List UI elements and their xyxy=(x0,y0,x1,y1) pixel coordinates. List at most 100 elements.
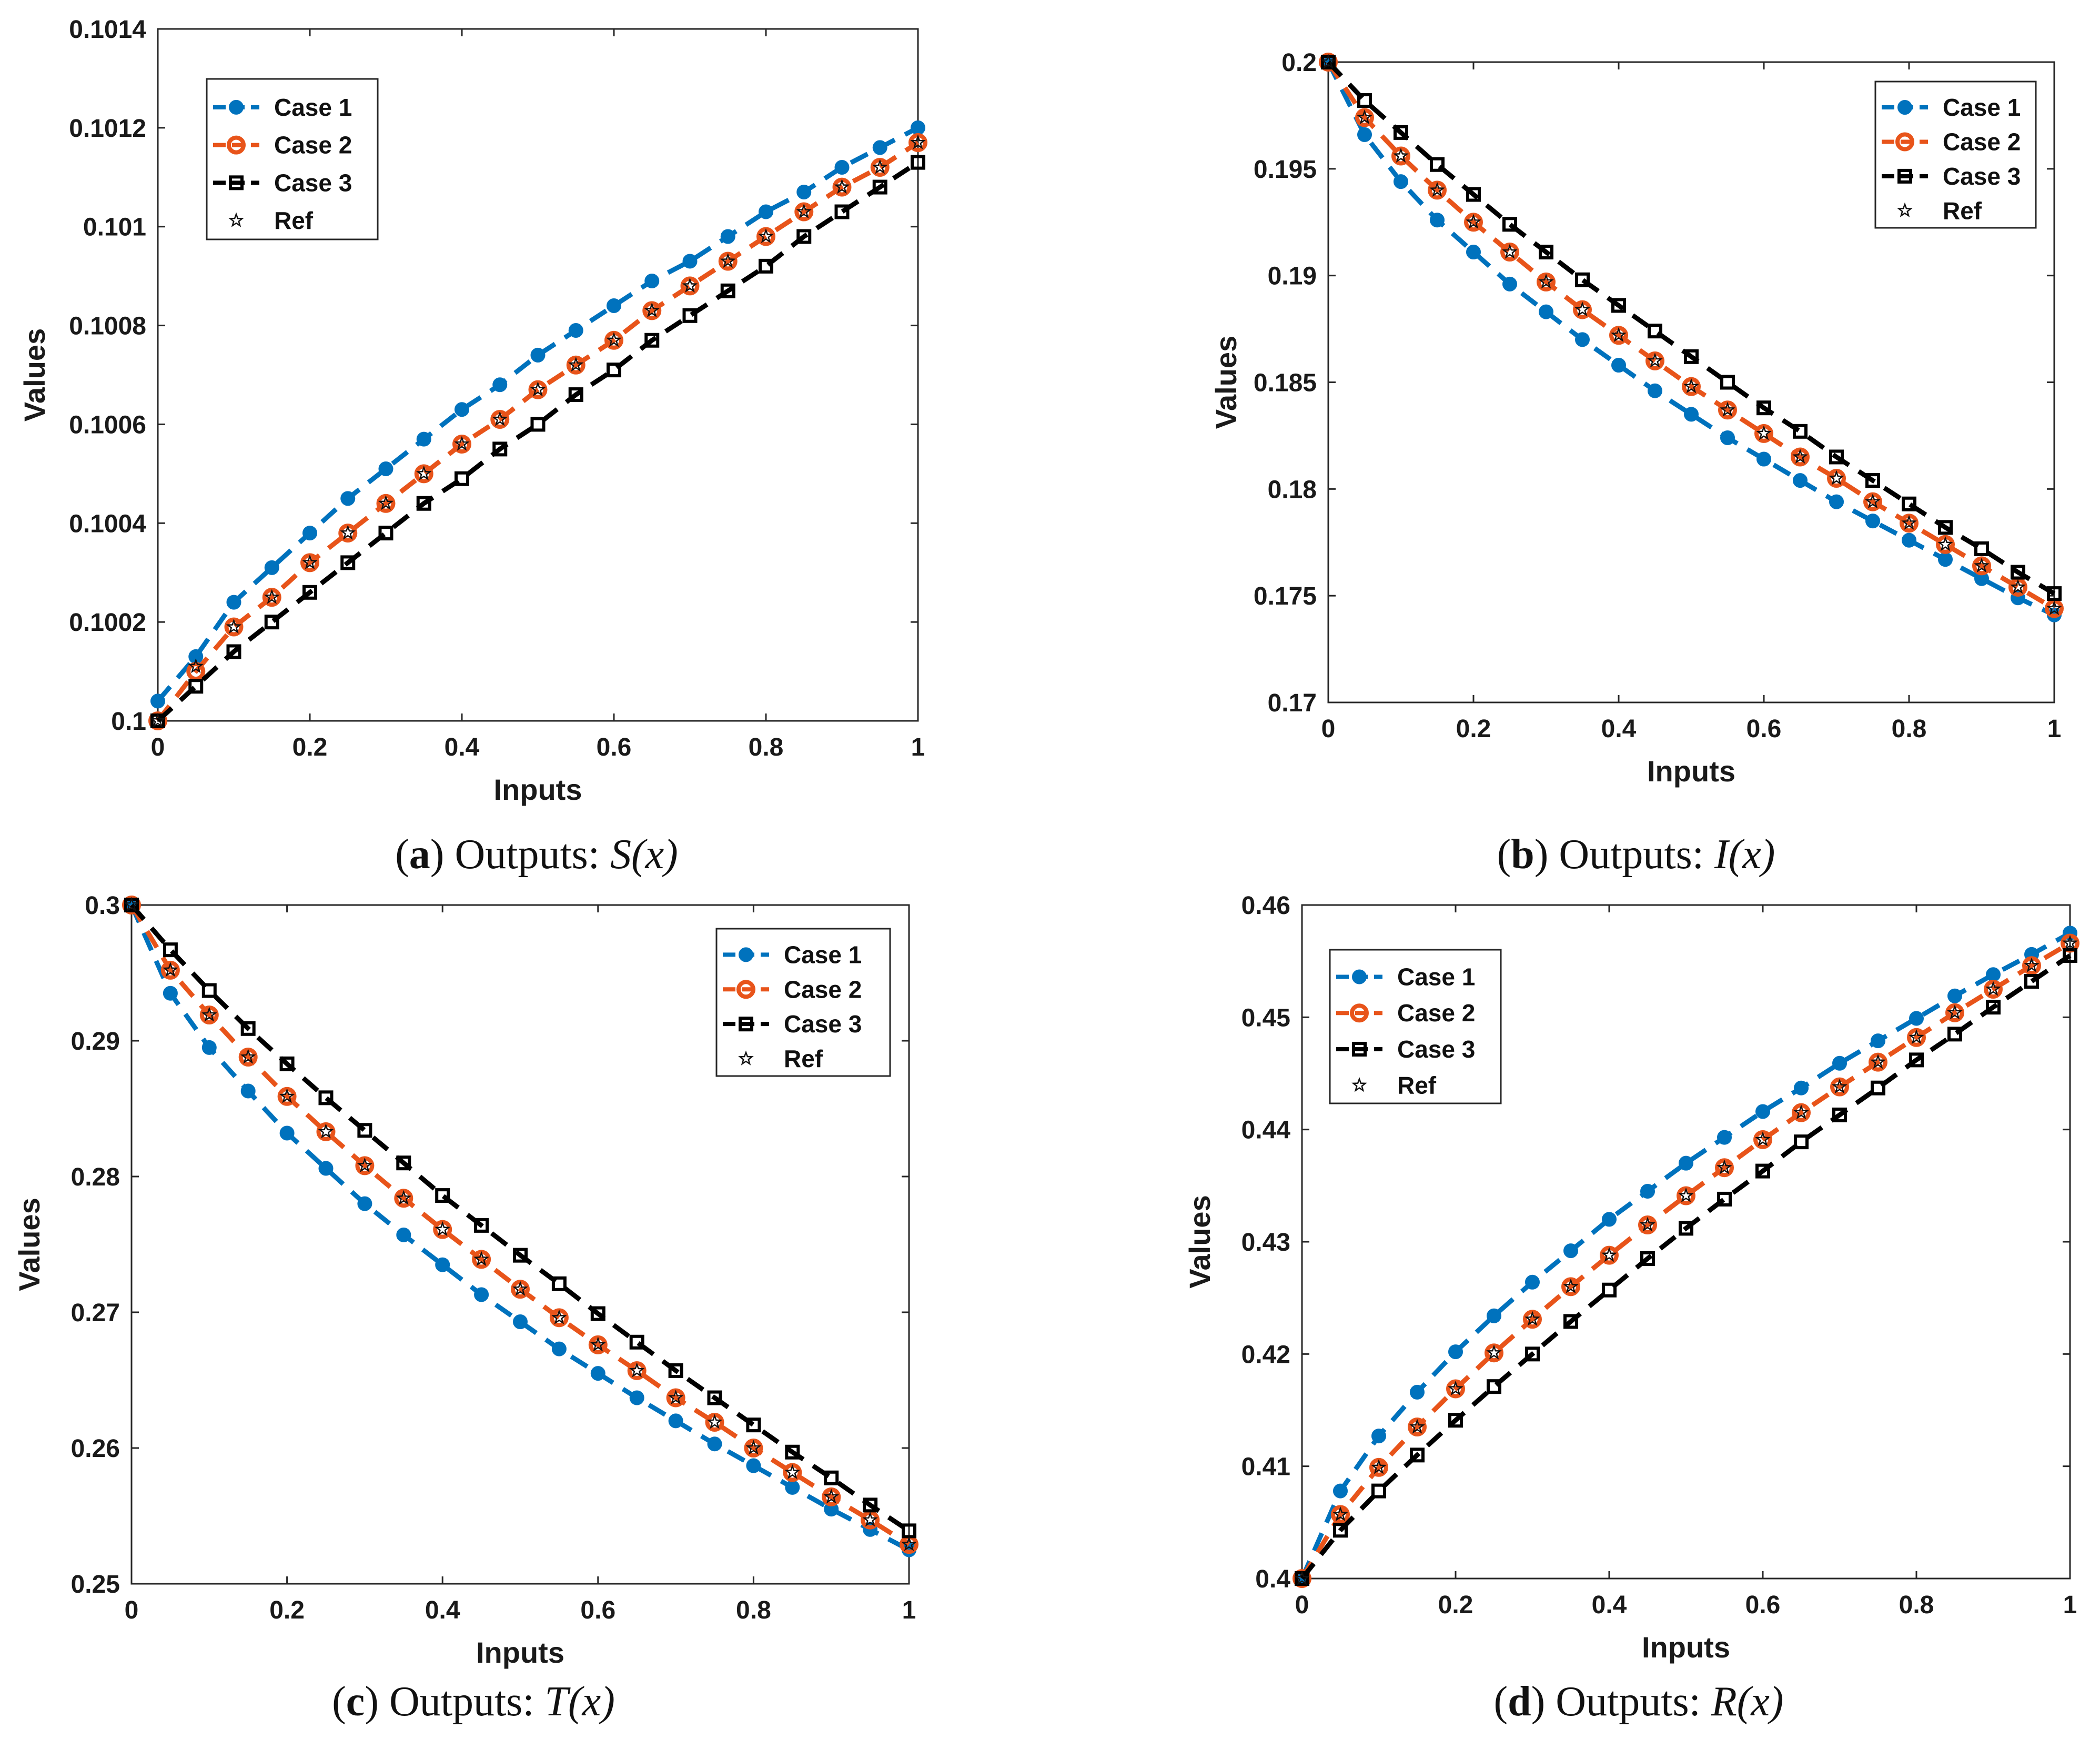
legend-entry-case-3: Case 3 xyxy=(213,169,352,196)
series-case-3-line xyxy=(1326,60,2056,596)
y-axis-label: Values xyxy=(18,328,51,421)
x-tick-label: 1 xyxy=(2047,715,2062,743)
series-ref-marker xyxy=(834,178,850,194)
legend-legend-entry-case-1-marker xyxy=(1352,969,1367,984)
series-case-1-marker xyxy=(668,1413,683,1429)
caption-text: ) Outputs: xyxy=(365,1678,544,1725)
series-ref-marker xyxy=(1720,401,1735,417)
series-case-1-marker xyxy=(1487,1308,1501,1323)
series-ref-marker xyxy=(163,962,178,977)
legend-entry-case-2: Case 2 xyxy=(213,132,352,159)
series-case-3-marker xyxy=(1717,1191,1732,1207)
y-tick-label: 0.101 xyxy=(83,214,146,242)
y-tick-label: 0.185 xyxy=(1254,369,1317,397)
series-ref-marker xyxy=(1320,54,1336,69)
series-case-3-line xyxy=(129,903,911,1533)
series-case-3 xyxy=(124,898,916,1539)
series-ref-marker xyxy=(1974,557,1990,572)
y-tick-label: 0.1 xyxy=(111,708,146,736)
series-case-3-marker xyxy=(911,155,925,170)
legend-legend-entry-case-3-marker xyxy=(1352,1041,1367,1057)
series-ref-marker xyxy=(2062,934,2078,950)
series-case-1-marker xyxy=(1684,407,1699,422)
legend-entry-case-2: Case 2 xyxy=(723,976,862,1003)
x-tick-label: 0.4 xyxy=(1601,715,1637,743)
series-case-1-marker xyxy=(378,461,393,476)
legend-entry-case-2: Case 2 xyxy=(1882,128,2021,155)
x-axis-label: Inputs xyxy=(1642,1631,1730,1664)
series-case-3-marker xyxy=(1865,473,1880,488)
series-case-1-marker xyxy=(1832,1056,1847,1071)
series-case-1-marker xyxy=(150,693,165,709)
series-case-3-marker xyxy=(2024,974,2039,989)
panel-caption: (a) Outputs: S(x) xyxy=(395,831,678,878)
series-case-3-marker xyxy=(302,585,317,600)
legend-label: Case 2 xyxy=(274,132,352,159)
y-tick-label: 0.19 xyxy=(1268,263,1317,290)
y-axis-label: Values xyxy=(1209,336,1243,429)
series-ref-marker xyxy=(264,589,280,604)
series-ref-marker xyxy=(1429,182,1445,197)
series-case-3-marker xyxy=(2047,586,2062,601)
x-axis-label: Inputs xyxy=(1647,755,1735,788)
legend-entry-case-3: Case 3 xyxy=(1336,1036,1475,1063)
series-ref-marker xyxy=(188,658,204,674)
series-case-1-marker xyxy=(1756,451,1771,467)
series-case-3-marker xyxy=(1793,424,1808,439)
y-tick-label: 0.46 xyxy=(1241,892,1290,920)
legend-legend-entry-case-1-marker xyxy=(739,947,753,962)
series-case-3-marker xyxy=(513,1248,528,1263)
caption-text: ) Outputs: xyxy=(1531,1678,1711,1725)
series-ref-marker xyxy=(668,1389,684,1405)
series-case-3-marker xyxy=(590,1306,605,1321)
series-case-3-marker xyxy=(1602,1282,1617,1298)
series-case-3-marker xyxy=(1410,1448,1425,1463)
y-tick-label: 0.175 xyxy=(1254,582,1317,610)
legend-legend-entry-ref-marker xyxy=(228,212,244,227)
legend-entry-ref: Ref xyxy=(1351,1072,1437,1099)
y-tick-label: 0.26 xyxy=(71,1435,120,1463)
series-case-1-marker xyxy=(1410,1384,1425,1400)
series-case-3-marker xyxy=(863,1497,878,1513)
x-tick-label: 1 xyxy=(2063,1591,2077,1619)
series-ref-marker xyxy=(473,1251,489,1266)
series-case-3-marker xyxy=(492,441,508,457)
series-case-1-marker xyxy=(785,1480,800,1495)
series-case-1-marker xyxy=(513,1314,528,1330)
x-tick-label: 0.6 xyxy=(597,733,632,761)
series-case-1-marker xyxy=(492,377,508,393)
series-case-3-marker xyxy=(1679,1221,1693,1236)
series-case-3-marker xyxy=(378,526,393,541)
series-case-3-marker xyxy=(668,1363,683,1378)
x-tick-label: 0.6 xyxy=(1745,1591,1781,1619)
series-case-3-marker xyxy=(2011,565,2025,580)
series-case-1-marker xyxy=(302,526,317,541)
series-case-3 xyxy=(1321,55,2062,601)
caption-letter: d xyxy=(1508,1678,1531,1725)
panel-caption: (d) Outputs: R(x) xyxy=(1493,1678,1783,1725)
series-ref xyxy=(124,897,917,1551)
series-ref-marker xyxy=(512,1281,528,1296)
series-case-3-marker xyxy=(1487,1379,1501,1394)
series-case-1-marker xyxy=(1938,552,1953,567)
series-case-3-marker xyxy=(759,258,773,274)
series-case-3-marker xyxy=(629,1334,644,1350)
series-ref-marker xyxy=(1678,1187,1694,1203)
series-ref-marker xyxy=(226,618,242,634)
series-case-3-marker xyxy=(1563,1314,1578,1329)
y-tick-label: 0.1014 xyxy=(69,16,146,44)
legend-label: Ref xyxy=(1397,1072,1437,1099)
legend: Case 1 Case 2 Case 3 Ref xyxy=(1874,81,2037,229)
series-ref-marker xyxy=(823,1489,840,1504)
series-case-3-marker xyxy=(1648,324,1662,339)
series-ref-marker xyxy=(682,277,698,293)
caption-letter: b xyxy=(1511,831,1534,878)
series-case-1-marker xyxy=(1902,532,1916,548)
legend-entry-case-1: Case 1 xyxy=(723,941,862,968)
series-case-3-marker xyxy=(226,644,241,659)
series-ref-marker xyxy=(1486,1344,1502,1360)
series-case-1-marker xyxy=(1755,1104,1770,1119)
caption-open-paren: ( xyxy=(1493,1678,1508,1725)
y-tick-label: 0.41 xyxy=(1241,1453,1290,1481)
